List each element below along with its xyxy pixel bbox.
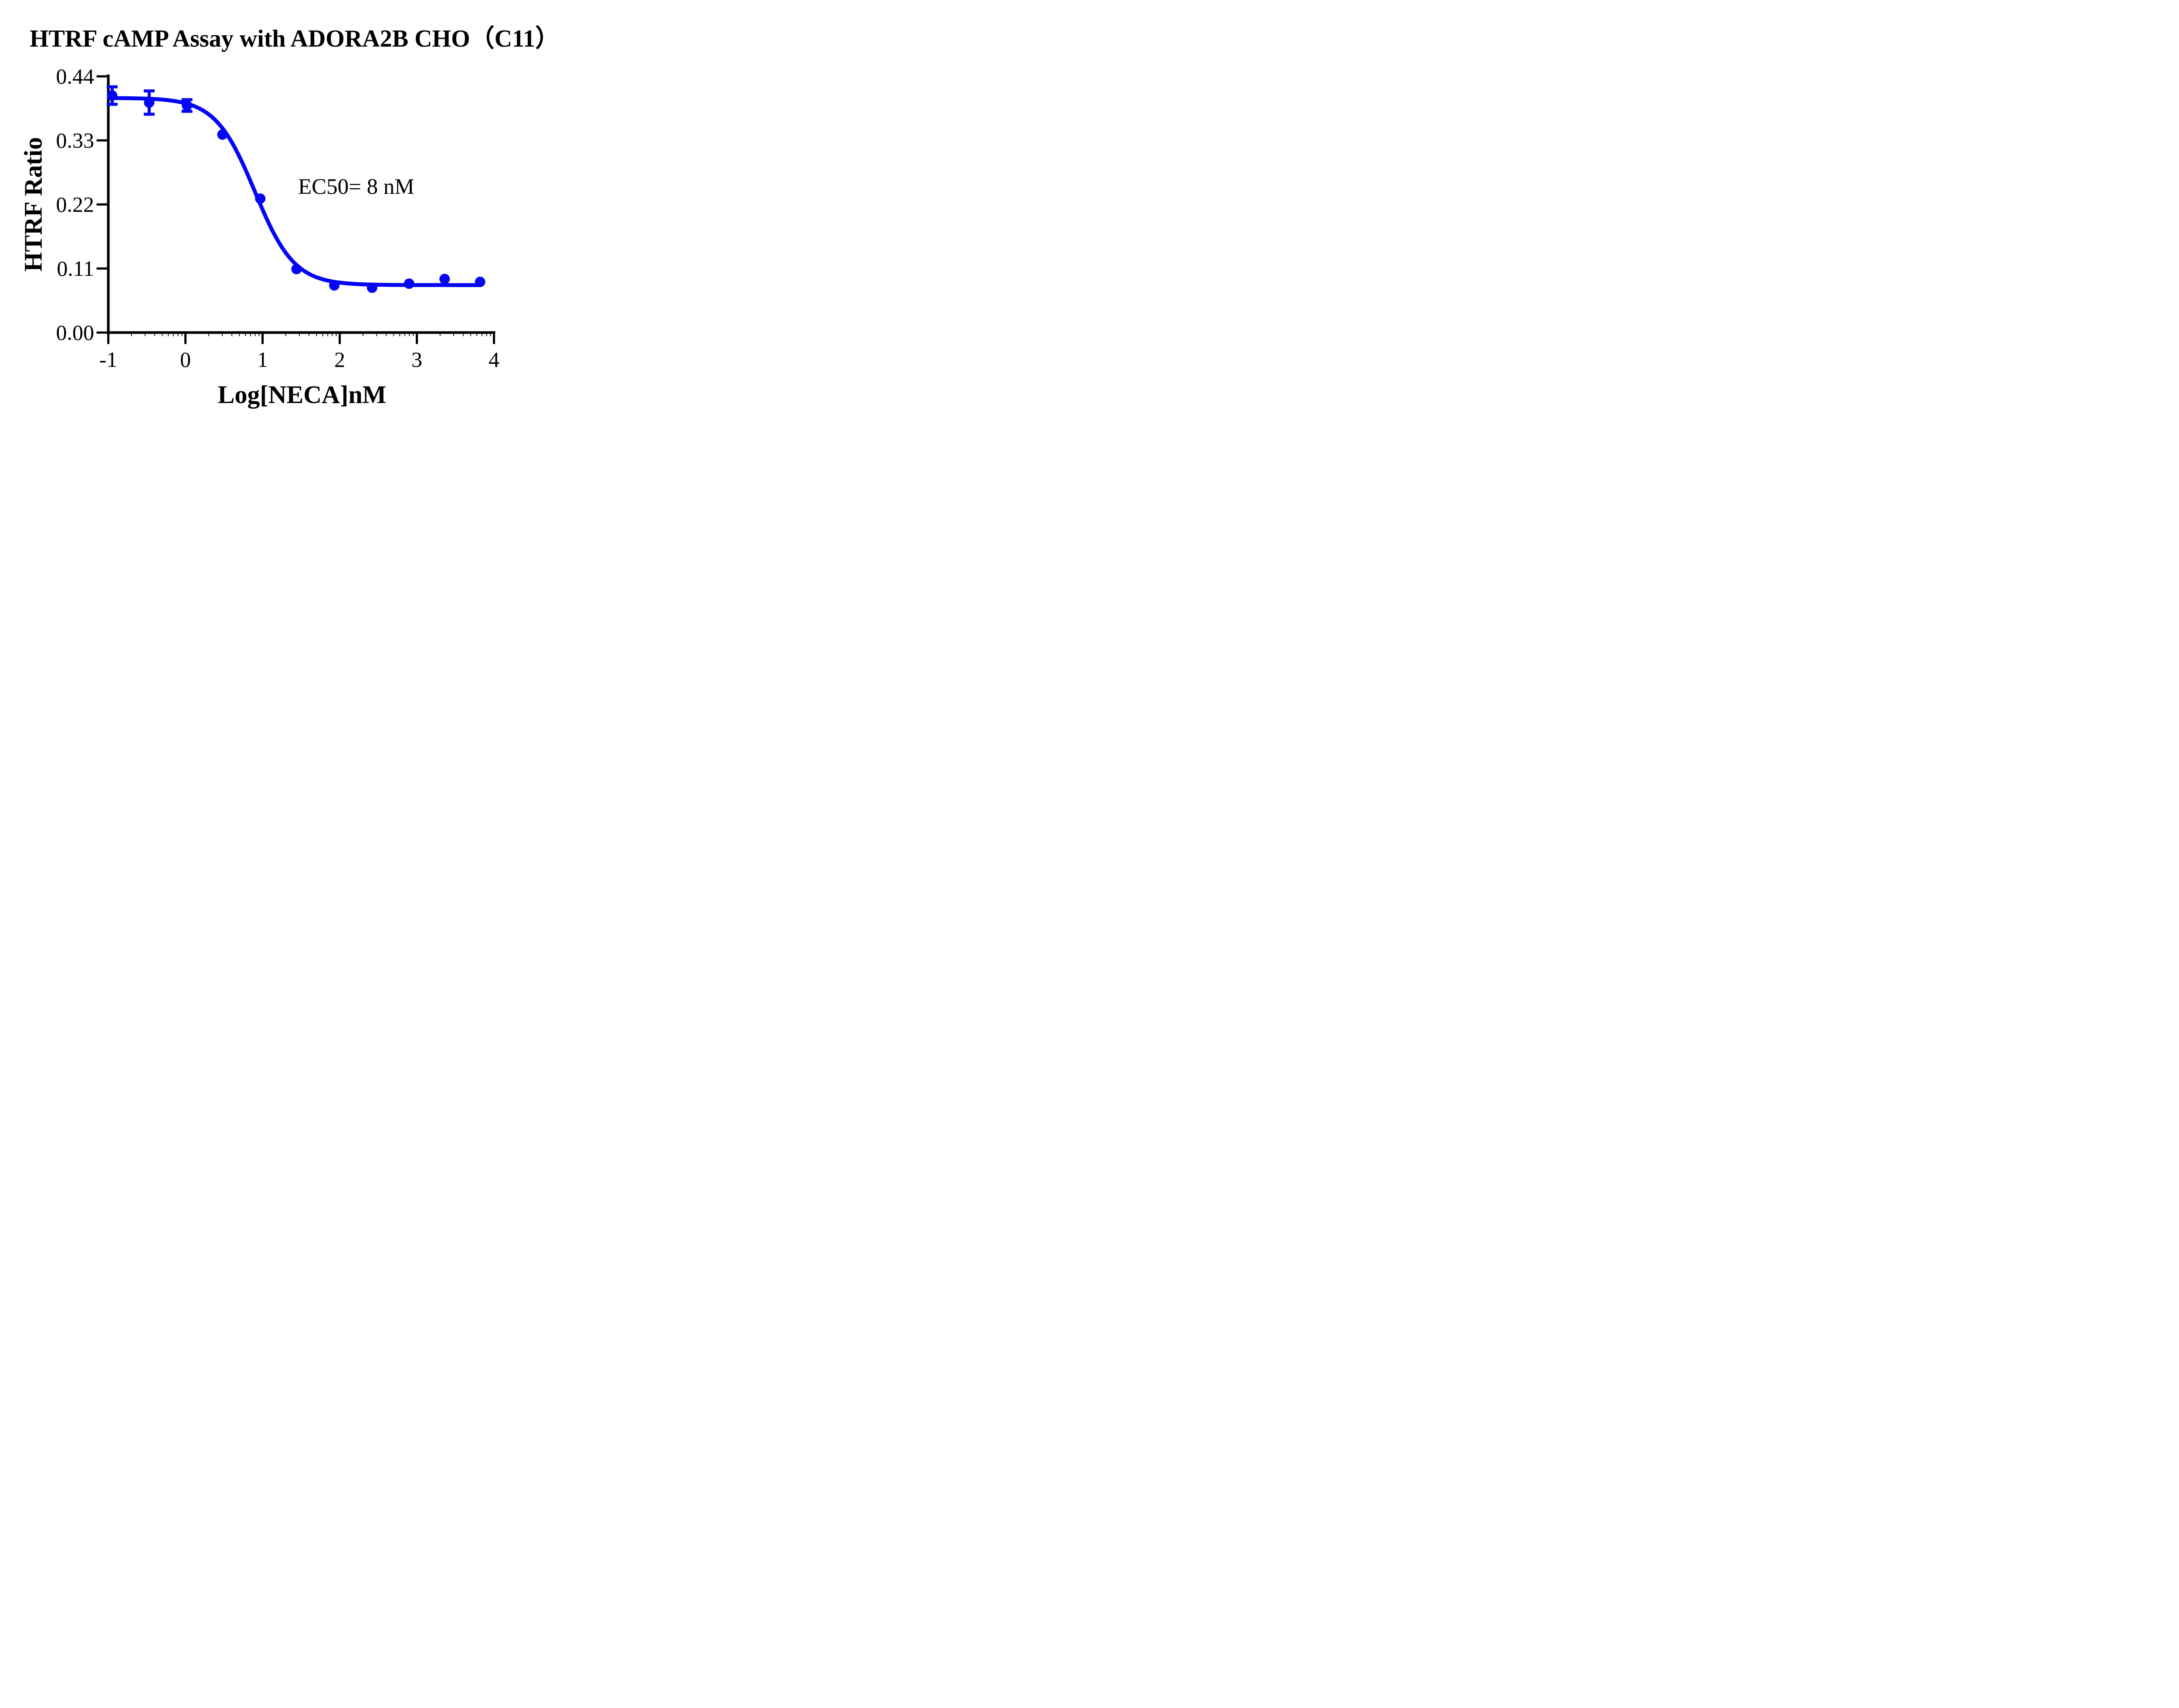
x-axis-title: Log[NECA]nM	[217, 380, 387, 409]
y-tick-label: 0.33	[56, 128, 95, 153]
data-point	[404, 278, 414, 289]
x-tick-label: 0	[180, 347, 191, 372]
fit-curve	[110, 96, 482, 287]
x-tick-label: 4	[489, 347, 499, 372]
x-tick-label: -1	[99, 347, 118, 372]
chart-figure: HTRF cAMP Assay with ADORA2B CHO（C11） HT…	[0, 0, 589, 427]
chart-title: HTRF cAMP Assay with ADORA2B CHO（C11）	[30, 25, 560, 52]
data-point	[182, 100, 193, 111]
x-tick-label: 2	[334, 347, 345, 372]
data-point	[255, 193, 266, 204]
x-tick-label: 3	[411, 347, 422, 372]
data-point	[291, 264, 302, 274]
data-point	[144, 97, 155, 108]
data-point	[367, 282, 377, 293]
y-tick-label: 0.22	[56, 192, 95, 217]
ec50-annotation: EC50= 8 nM	[298, 175, 414, 199]
data-point	[329, 280, 340, 291]
data-point	[107, 90, 118, 101]
dose-response-plot	[96, 75, 496, 344]
y-tick-label: 0.00	[56, 320, 95, 345]
data-point	[475, 276, 485, 287]
x-tick-label: 1	[257, 347, 268, 372]
y-tick-label: 0.11	[57, 256, 94, 281]
y-tick-label: 0.44	[56, 64, 95, 89]
data-point	[439, 274, 450, 285]
data-point	[217, 129, 228, 140]
